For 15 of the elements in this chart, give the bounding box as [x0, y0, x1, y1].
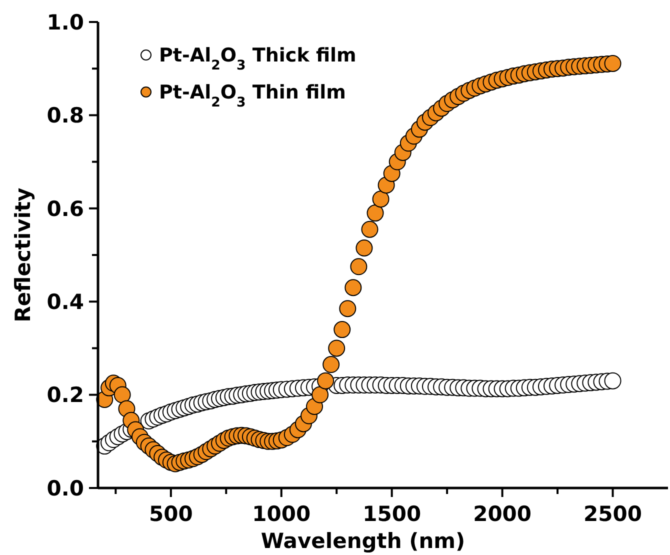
y-axis-title: Reflectivity [11, 187, 35, 322]
x-axis-title: Wavelength (nm) [260, 529, 466, 553]
y-tick-label: 0.0 [46, 476, 84, 500]
y-tick-label: 0.6 [46, 196, 84, 221]
x-tick-label: 2500 [584, 502, 642, 526]
y-tick-label: 0.2 [46, 383, 84, 408]
legend-label: Pt-Al$_{2}$O$_{3}$ Thin film [159, 82, 346, 110]
x-tick-label: 1500 [362, 502, 422, 526]
x-tick-label: 2000 [473, 502, 532, 526]
y-tick-label: 0.4 [46, 290, 84, 314]
x-tick-label: 1000 [252, 502, 311, 526]
x-tick-label: 500 [148, 502, 193, 526]
y-tick-label: 0.8 [46, 104, 84, 128]
y-tick-label: 1.0 [46, 10, 84, 34]
legend-label: Pt-Al$_{2}$O$_{3}$ Thick film [159, 44, 356, 74]
